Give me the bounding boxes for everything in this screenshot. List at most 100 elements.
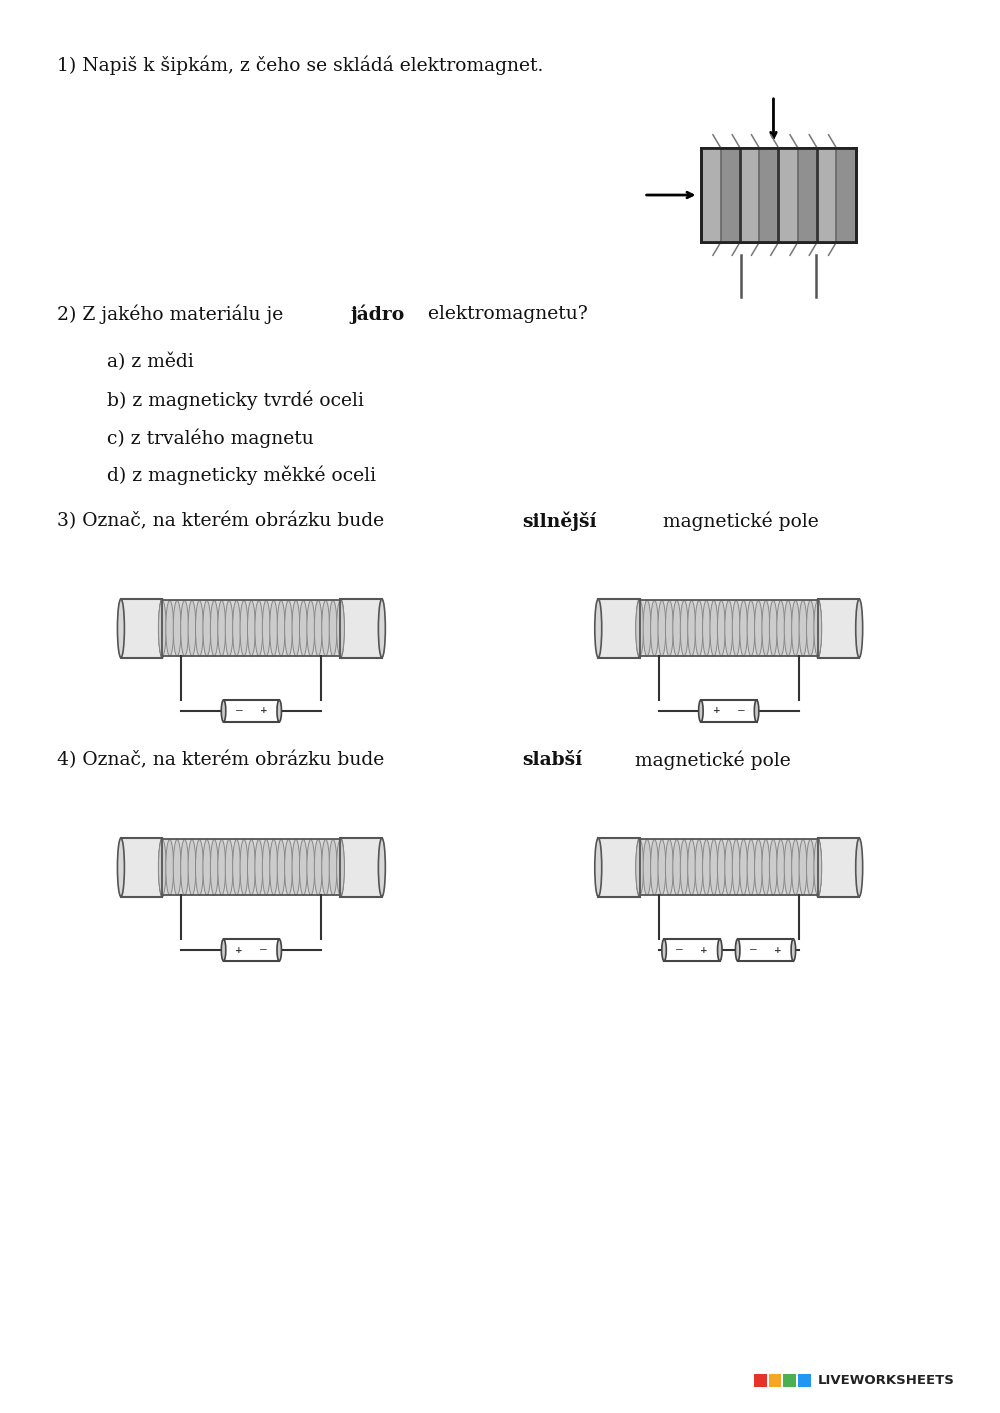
Ellipse shape [337, 839, 344, 896]
Text: silnější: silnější [522, 512, 597, 531]
Bar [701, 699, 757, 722]
Ellipse shape [762, 839, 770, 896]
Ellipse shape [703, 839, 710, 896]
Ellipse shape [856, 838, 863, 897]
Ellipse shape [270, 601, 278, 656]
Bar [701, 148, 856, 243]
Ellipse shape [695, 601, 703, 656]
Ellipse shape [210, 601, 218, 656]
Text: −: − [235, 706, 244, 716]
Bar [121, 599, 162, 657]
Text: 2) Z jakého materiálu je: 2) Z jakého materiálu je [57, 305, 290, 324]
Ellipse shape [636, 601, 644, 656]
Ellipse shape [725, 839, 733, 896]
Ellipse shape [680, 601, 688, 656]
Bar [640, 609, 818, 647]
Ellipse shape [680, 839, 688, 896]
Ellipse shape [225, 839, 233, 896]
Ellipse shape [203, 839, 211, 896]
Ellipse shape [166, 839, 174, 896]
Ellipse shape [117, 838, 124, 897]
Ellipse shape [159, 599, 166, 657]
Ellipse shape [329, 601, 337, 656]
Text: −: − [675, 945, 684, 955]
Ellipse shape [247, 839, 255, 896]
Bar [721, 148, 740, 243]
Ellipse shape [158, 839, 166, 896]
Ellipse shape [210, 839, 218, 896]
Ellipse shape [277, 839, 285, 896]
Ellipse shape [658, 601, 666, 656]
Text: a) z mědi: a) z mědi [107, 352, 194, 370]
Ellipse shape [856, 599, 863, 657]
Ellipse shape [673, 839, 681, 896]
Ellipse shape [158, 601, 166, 656]
Ellipse shape [791, 940, 796, 961]
Bar [162, 839, 340, 896]
Ellipse shape [255, 839, 263, 896]
Ellipse shape [814, 839, 822, 896]
Ellipse shape [747, 601, 755, 656]
Ellipse shape [173, 601, 181, 656]
Ellipse shape [221, 940, 226, 961]
Ellipse shape [814, 599, 821, 657]
Ellipse shape [173, 839, 181, 896]
Ellipse shape [732, 839, 740, 896]
Ellipse shape [643, 601, 651, 656]
Ellipse shape [725, 601, 733, 656]
Ellipse shape [292, 601, 300, 656]
Ellipse shape [807, 601, 814, 656]
Ellipse shape [643, 839, 651, 896]
Ellipse shape [769, 601, 777, 656]
Text: LIVEWORKSHEETS: LIVEWORKSHEETS [818, 1373, 955, 1386]
Bar [162, 839, 340, 896]
Ellipse shape [784, 601, 792, 656]
Ellipse shape [277, 699, 281, 722]
Ellipse shape [665, 839, 673, 896]
Bar [121, 838, 162, 897]
Ellipse shape [329, 839, 337, 896]
Bar [664, 940, 720, 961]
Ellipse shape [703, 601, 710, 656]
Ellipse shape [196, 839, 203, 896]
Bar [798, 148, 817, 243]
Ellipse shape [769, 839, 777, 896]
Bar [769, 1373, 781, 1386]
Ellipse shape [717, 839, 725, 896]
Text: b) z magneticky tvrdé oceli: b) z magneticky tvrdé oceli [107, 390, 364, 410]
Ellipse shape [337, 838, 344, 897]
Ellipse shape [688, 839, 695, 896]
Ellipse shape [595, 838, 602, 897]
Ellipse shape [710, 839, 718, 896]
Ellipse shape [695, 839, 703, 896]
Ellipse shape [718, 940, 722, 961]
Text: +: + [713, 706, 720, 715]
Bar [798, 1373, 811, 1386]
Ellipse shape [378, 838, 385, 897]
Ellipse shape [735, 940, 740, 961]
Ellipse shape [747, 839, 755, 896]
Bar [740, 148, 759, 243]
Ellipse shape [814, 838, 821, 897]
Ellipse shape [188, 601, 196, 656]
Text: d) z magneticky měkké oceli: d) z magneticky měkké oceli [107, 466, 376, 486]
Ellipse shape [784, 839, 792, 896]
Bar [162, 609, 340, 647]
Text: c) z trvalého magnetu: c) z trvalého magnetu [107, 428, 314, 448]
Ellipse shape [754, 699, 759, 722]
Bar [836, 148, 856, 243]
Ellipse shape [710, 601, 718, 656]
Text: 3) Označ, na kterém obrázku bude: 3) Označ, na kterém obrázku bude [57, 512, 391, 530]
Ellipse shape [665, 601, 673, 656]
Ellipse shape [270, 839, 278, 896]
Ellipse shape [673, 601, 681, 656]
Ellipse shape [636, 838, 643, 897]
Bar [701, 148, 856, 243]
Ellipse shape [285, 839, 292, 896]
Bar [640, 601, 818, 656]
Bar [817, 148, 836, 243]
Ellipse shape [699, 699, 703, 722]
Bar [340, 599, 382, 657]
Ellipse shape [337, 599, 344, 657]
Text: +: + [700, 945, 708, 955]
